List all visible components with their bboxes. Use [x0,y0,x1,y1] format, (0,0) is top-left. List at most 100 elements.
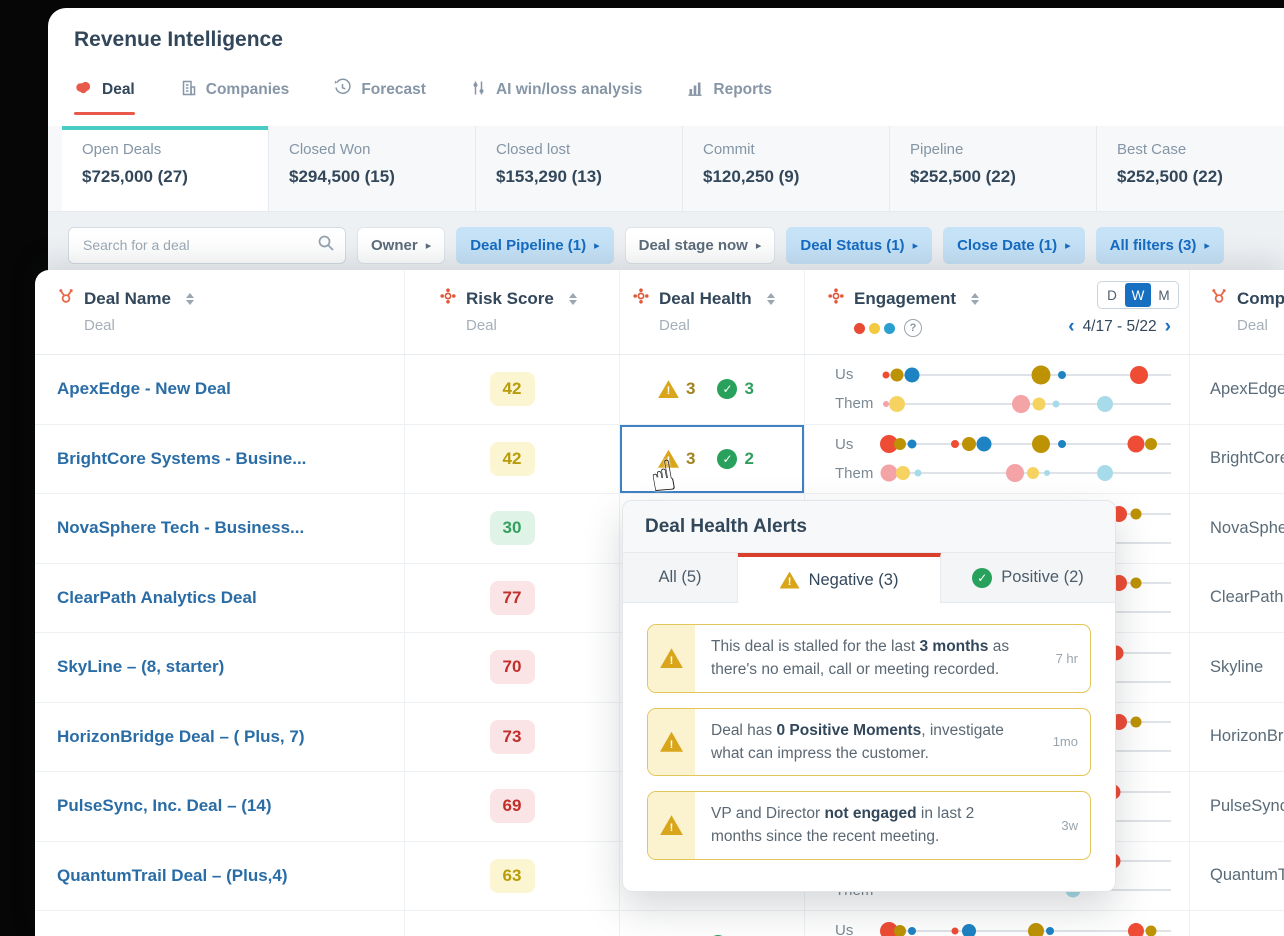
deal-name-link[interactable]: PulseSync, Inc. Deal – (14) [57,796,272,816]
engagement-dot [896,466,911,481]
warning-icon [660,815,683,836]
nav-tab-companies[interactable]: Companies [179,78,289,115]
check-icon [717,448,738,469]
next-date-icon[interactable]: › [1164,316,1171,337]
engagement-dot [1130,716,1142,728]
deal-name-cell [35,911,405,936]
nav-tabs: Deal Companies Forecast AI win/loss anal… [74,78,772,115]
positive-alert-count: 2 [717,448,754,469]
popup-tab-all[interactable]: All (5) [623,553,738,603]
deal-name-cell: BrightCore Systems - Busine... [35,424,405,493]
filter-chip-deal-status[interactable]: Deal Status (1) ▸ [786,226,933,264]
summary-cards: Open Deals $725,000 (27) Closed Won $294… [48,126,1284,212]
company-cell [1190,911,1284,936]
risk-score-cell: 63 [405,841,620,910]
nav-tab-deal[interactable]: Deal [74,78,135,115]
deal-name-link[interactable]: HorizonBridge Deal – ( Plus, 7) [57,726,305,746]
deal-name-link[interactable]: ApexEdge - New Deal [57,379,231,399]
deal-name-link[interactable]: SkyLine – (8, starter) [57,657,225,677]
property-icon [439,287,457,310]
deal-name-link[interactable]: NovaSphere Tech - Business... [57,518,305,538]
filter-chip-close-date[interactable]: Close Date (1) ▸ [943,226,1085,264]
company-cell: PulseSync [1210,796,1284,815]
legend-dot-blue [884,322,895,334]
deal-health-cell[interactable] [620,911,805,936]
filter-chip-deal-stage[interactable]: Deal stage now ▸ [624,226,776,264]
filter-chip-owner[interactable]: Owner ▸ [357,226,446,264]
engagement-dot [962,437,977,452]
company-cell: BrightCore [1210,449,1284,468]
engagement-dot [1012,394,1031,413]
deal-name-cell: ClearPath Analytics Deal [35,563,405,632]
period-option-day[interactable]: D [1107,287,1117,303]
risk-score-cell: 30 [405,494,620,563]
risk-score-pill: 42 [489,441,535,476]
column-header-deal-health[interactable]: Deal Health Deal [620,270,805,354]
column-header-engagement[interactable]: Engagement ? D W M ‹ 4/17 - 5/22 › [805,270,1190,354]
summary-card-closed-won[interactable]: Closed Won $294,500 (15) [269,126,476,211]
engagement-dot [1130,577,1142,589]
period-option-month[interactable]: M [1158,287,1170,303]
sort-icon [568,292,577,305]
chevron-right-icon: ▸ [1065,239,1071,252]
company-cell: ClearPath [1210,588,1284,607]
filter-chip-all-filters[interactable]: All filters (3) ▸ [1095,226,1224,264]
engagement-dot [1052,400,1060,408]
summary-card-open-deals[interactable]: Open Deals $725,000 (27) [62,126,269,211]
deal-handshake-icon [74,79,93,101]
engagement-dot [907,926,916,935]
engagement-dot [1031,365,1051,385]
engagement-dot [1096,465,1113,482]
summary-card-closed-lost[interactable]: Closed lost $153,290 (13) [476,126,683,211]
help-icon[interactable]: ? [904,319,922,337]
deal-health-alerts-popup: Deal Health Alerts All (5) Negative (3) … [622,500,1116,892]
alert-card: This deal is stalled for the last 3 mont… [647,624,1091,693]
summary-card-commit[interactable]: Commit $120,250 (9) [683,126,890,211]
filter-chip-deal-pipeline[interactable]: Deal Pipeline (1) ▸ [456,226,614,264]
check-icon [972,567,993,588]
deal-health-cell[interactable]: 3 2 [620,424,805,493]
company-cell: Skyline [1210,657,1264,676]
search-input[interactable] [81,236,317,254]
nav-tab-forecast[interactable]: Forecast [333,78,426,115]
table-row: ApexEdge - New Deal 42 3 3 Us Them ApexE… [35,355,1284,425]
popup-tab-positive[interactable]: Positive (2) [941,553,1115,603]
engagement-dot [894,438,907,451]
column-header-deal-name[interactable]: Deal Name Deal [35,270,405,354]
engagement-dot [879,921,898,936]
summary-card-best-case[interactable]: Best Case $252,500 (22) [1097,126,1284,211]
summary-card-pipeline[interactable]: Pipeline $252,500 (22) [890,126,1097,211]
popup-tab-negative[interactable]: Negative (3) [738,553,941,603]
engagement-dot [1032,397,1046,411]
period-option-week[interactable]: W [1125,283,1151,307]
forecast-clock-icon [333,78,352,102]
nav-tab-reports[interactable]: Reports [686,78,772,115]
engagement-dot [951,440,959,449]
deal-health-cell[interactable]: 3 3 [620,355,805,424]
legend-dot-red [854,322,865,334]
warning-icon [660,731,683,752]
filter-bar: Owner▸ Deal Pipeline (1)▸ Deal stage now… [48,212,1284,278]
deal-name-link[interactable]: QuantumTrail Deal – (Plus,4) [57,865,288,885]
risk-score-cell [405,911,620,936]
engagement-dot [879,435,898,454]
engagement-dot [907,439,917,449]
engagement-dot [882,400,889,407]
column-header-company[interactable]: Company Deal [1190,270,1284,354]
engagement-dot [1026,467,1039,480]
deal-name-cell: NovaSphere Tech - Business... [35,494,405,563]
risk-score-pill: 73 [489,719,535,754]
engagement-them-line: Them [835,462,1177,484]
engagement-us-line: Us [835,920,1177,936]
engagement-them-track [882,394,1171,413]
deal-name-link[interactable]: BrightCore Systems - Busine... [57,448,307,468]
deal-name-link[interactable]: ClearPath Analytics Deal [57,587,257,607]
search-box [68,226,346,264]
engagement-us-track [882,365,1171,385]
column-header-risk-score[interactable]: Risk Score Deal [405,270,620,354]
deal-name-cell: SkyLine – (8, starter) [35,633,405,702]
engagement-dot [951,927,959,935]
engagement-dot [890,368,904,382]
nav-tab-ai-winloss[interactable]: AI win/loss analysis [470,78,642,115]
prev-date-icon[interactable]: ‹ [1068,316,1075,337]
